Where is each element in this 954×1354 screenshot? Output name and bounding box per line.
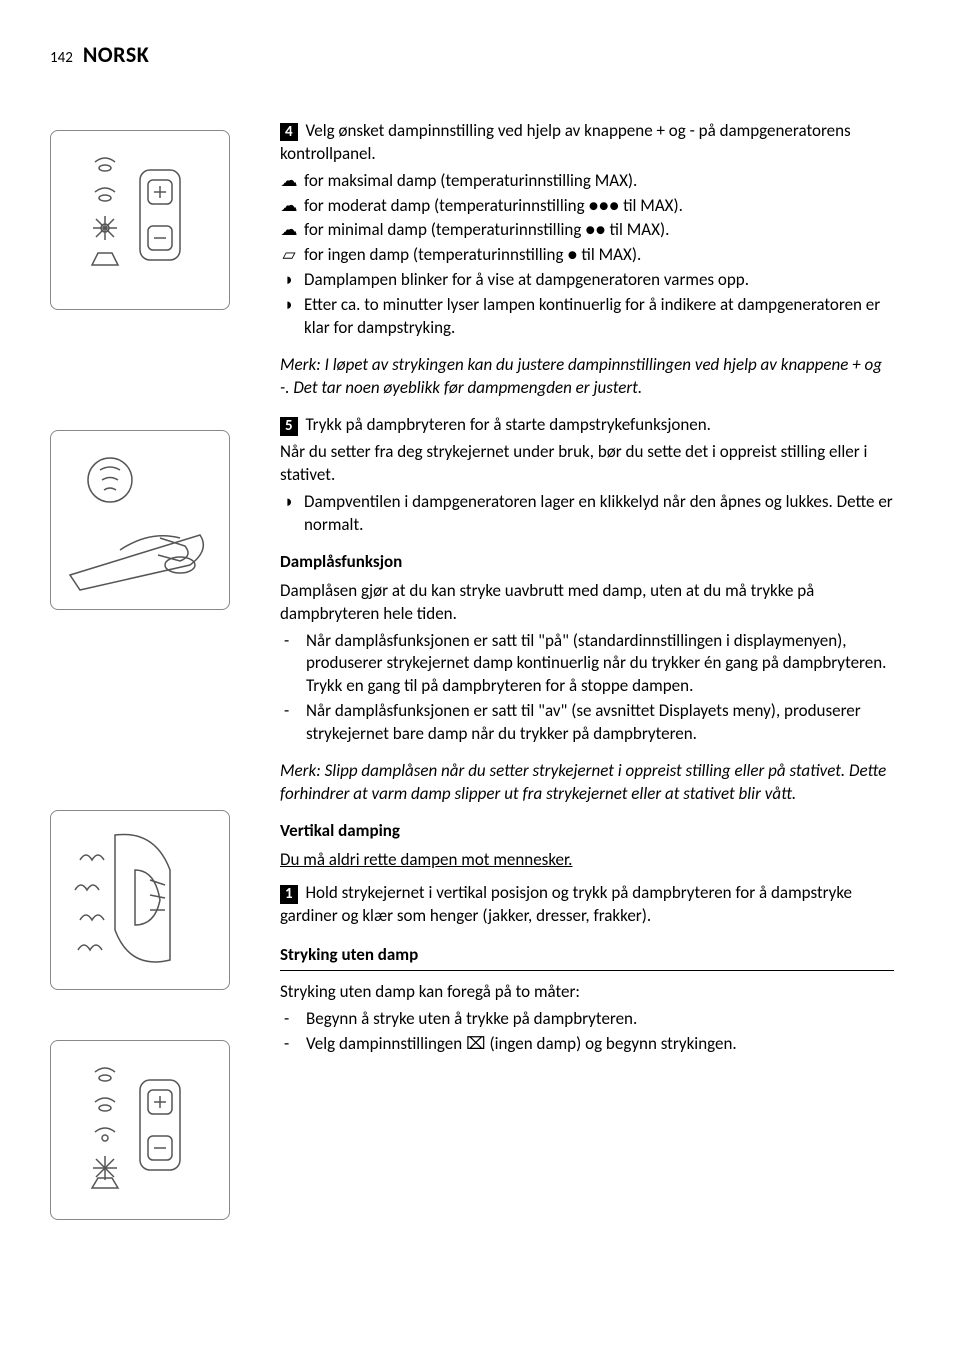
arrow-icon: ◗: [284, 269, 294, 292]
step-number-badge: 4: [280, 123, 298, 142]
damplas-bullet-2: - Når damplåsfunksjonen er satt til "av"…: [284, 700, 894, 746]
uten-bullet-2-text: Velg dampinnstillingen ⌧ (ingen damp) og…: [306, 1033, 737, 1056]
steam-3-icon: ☁: [280, 170, 298, 193]
note-damplas: Merk: Slipp damplåsen når du setter stry…: [280, 760, 894, 806]
uten-bullet-1: - Begynn å stryke uten å trykke på dampb…: [284, 1008, 894, 1031]
step-5: 5 Trykk på dampbryteren for å starte dam…: [280, 414, 894, 437]
step5-result-1-text: Dampventilen i dampgeneratoren lager en …: [304, 491, 894, 537]
steam-setting-none: ▱ for ingen damp (temperaturinnstilling …: [280, 244, 894, 267]
page-header: 142 NORSK: [50, 40, 894, 70]
figure-iron-plug-trigger: [50, 430, 230, 610]
steam-2-icon: ☁: [280, 195, 298, 218]
steam-none-text: for ingen damp (temperaturinnstilling ● …: [304, 244, 641, 267]
note-adjust-steam: Merk: I løpet av strykingen kan du juste…: [280, 354, 894, 400]
heading-damplas: Damplåsfunksjon: [280, 551, 894, 574]
damplas-bullet-1-text: Når damplåsfunksjonen er satt til "på" (…: [306, 630, 894, 699]
heading-uten-damp: Stryking uten damp: [280, 944, 894, 971]
step4-result-2: ◗ Etter ca. to minutter lyser lampen kon…: [284, 294, 894, 340]
step-5-text: Trykk på dampbryteren for å starte damps…: [305, 414, 711, 435]
steam-minimal-text: for minimal damp (temperaturinnstilling …: [304, 219, 669, 242]
page-number: 142: [50, 48, 73, 68]
figure-control-panel-top: [50, 130, 230, 310]
steam-1-icon: ☁: [280, 219, 298, 242]
content-grid: 4 Velg ønsket dampinnstilling ved hjelp …: [50, 120, 894, 1220]
damplas-bullet-2-text: Når damplåsfunksjonen er satt til "av" (…: [306, 700, 894, 746]
steam-setting-minimal: ☁ for minimal damp (temperaturinnstillin…: [280, 219, 894, 242]
uten-bullet-2: - Velg dampinnstillingen ⌧ (ingen damp) …: [284, 1033, 894, 1056]
iron-flat-icon: ▱: [280, 244, 298, 267]
figure-iron-vertical-steam: [50, 810, 230, 990]
step-4-text: Velg ønsket dampinnstilling ved hjelp av…: [280, 120, 851, 164]
step-4: 4 Velg ønsket dampinnstilling ved hjelp …: [280, 120, 894, 166]
text-column: 4 Velg ønsket dampinnstilling ved hjelp …: [280, 120, 894, 1220]
dash-icon: -: [284, 700, 292, 723]
dash-icon: -: [284, 1033, 292, 1056]
uten-bullet-1-text: Begynn å stryke uten å trykke på dampbry…: [306, 1008, 637, 1031]
figure-column: [50, 120, 250, 1220]
step5-after: Når du setter fra deg strykejernet under…: [280, 441, 894, 487]
step-number-badge: 5: [280, 417, 298, 436]
dash-icon: -: [284, 1008, 292, 1031]
arrow-icon: ◗: [284, 491, 294, 514]
step4-result-1-text: Damplampen blinker for å vise at dampgen…: [304, 269, 749, 292]
heading-vertikal: Vertikal damping: [280, 820, 894, 843]
vertikal-step-1: 1 Hold strykejernet i vertikal posisjon …: [280, 882, 894, 928]
steam-setting-max: ☁ for maksimal damp (temperaturinnstilli…: [280, 170, 894, 193]
dash-icon: -: [284, 630, 292, 653]
steam-max-text: for maksimal damp (temperaturinnstilling…: [304, 170, 637, 193]
arrow-icon: ◗: [284, 294, 294, 317]
uten-intro: Stryking uten damp kan foregå på to måte…: [280, 981, 894, 1004]
figure-control-panel-bottom: [50, 1040, 230, 1220]
damplas-intro: Damplåsen gjør at du kan stryke uavbrutt…: [280, 580, 894, 626]
vertikal-warning: Du må aldri rette dampen mot mennesker.: [280, 849, 894, 872]
damplas-bullet-1: - Når damplåsfunksjonen er satt til "på"…: [284, 630, 894, 699]
page-language-title: NORSK: [83, 40, 149, 70]
step-number-badge: 1: [280, 885, 298, 904]
step5-result-1: ◗ Dampventilen i dampgeneratoren lager e…: [284, 491, 894, 537]
step4-result-1: ◗ Damplampen blinker for å vise at dampg…: [284, 269, 894, 292]
steam-moderate-text: for moderat damp (temperaturinnstilling …: [304, 195, 683, 218]
steam-setting-moderate: ☁ for moderat damp (temperaturinnstillin…: [280, 195, 894, 218]
vertikal-step-1-text: Hold strykejernet i vertikal posisjon og…: [280, 882, 852, 926]
step4-result-2-text: Etter ca. to minutter lyser lampen konti…: [304, 294, 894, 340]
